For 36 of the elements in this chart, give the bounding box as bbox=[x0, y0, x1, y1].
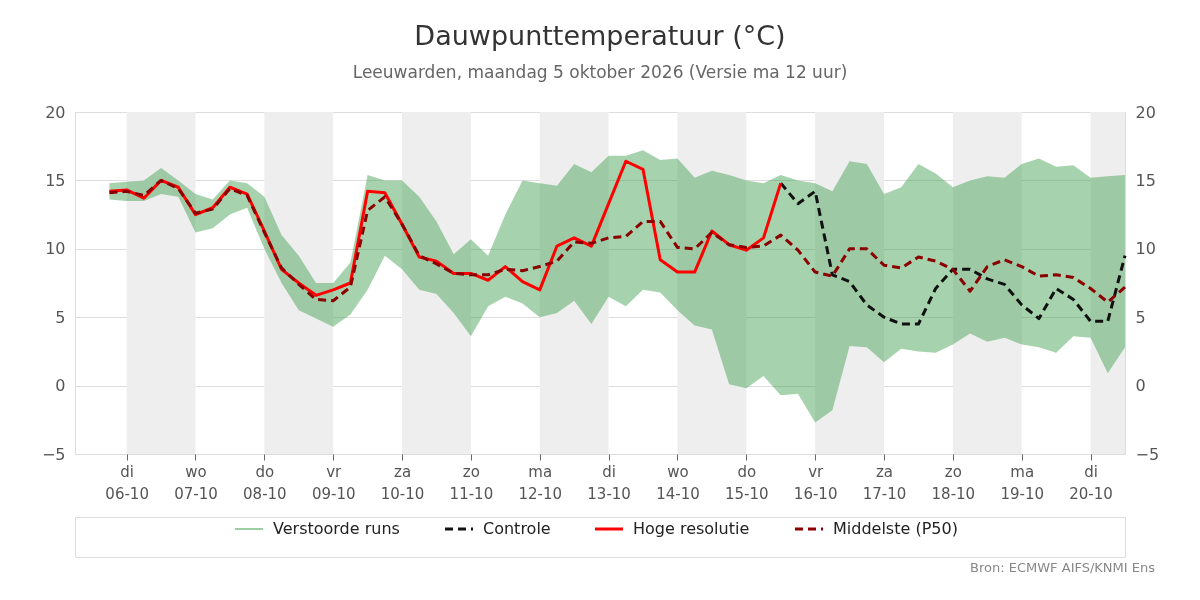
x-tick-label: ma 12-10 bbox=[518, 462, 563, 503]
y-tick-label: −5 bbox=[41, 444, 66, 464]
line-series bbox=[779, 181, 1127, 326]
legend-label: Verstoorde runs bbox=[273, 519, 400, 538]
y2-tick-label: 15 bbox=[1135, 170, 1156, 190]
x-tick-label: zo 11-10 bbox=[449, 462, 494, 503]
chart-title: Dauwpunttemperatuur (°C) bbox=[414, 19, 786, 51]
line-series bbox=[107, 178, 1127, 304]
y-tick-label: 20 bbox=[45, 102, 66, 122]
y2-tick-label: 0 bbox=[1135, 376, 1146, 396]
x-tick-label: vr 16-10 bbox=[793, 462, 838, 503]
x-tick-label: zo 18-10 bbox=[931, 462, 976, 503]
y-tick-label: 5 bbox=[55, 307, 66, 327]
x-tick-label: do 15-10 bbox=[725, 462, 769, 503]
y2-tick-label: −5 bbox=[1135, 444, 1160, 464]
y2-tick-label: 10 bbox=[1135, 239, 1156, 259]
x-tick-label: do 08-10 bbox=[243, 462, 287, 503]
y-tick-label: 10 bbox=[45, 239, 66, 259]
x-tick-label: vr 09-10 bbox=[311, 462, 356, 503]
chart-subtitle: Leeuwarden, maandag 5 oktober 2026 (Versie ma 12 uur) bbox=[352, 61, 848, 82]
legend-label: Middelste (P50) bbox=[833, 519, 958, 538]
x-tick-label: za 17-10 bbox=[862, 462, 907, 503]
y2-tick-label: 5 bbox=[1135, 307, 1146, 327]
legend-label: Controle bbox=[483, 519, 551, 538]
y-tick-label: 15 bbox=[45, 170, 66, 190]
x-tick-label: di 13-10 bbox=[587, 462, 631, 503]
text: Bron: ECMWF AIFS/KNMI Ens bbox=[970, 560, 1156, 575]
x-tick-label: di 20-10 bbox=[1069, 462, 1113, 503]
x-tick-label: wo 14-10 bbox=[656, 462, 700, 503]
x-tick-label: za 10-10 bbox=[380, 462, 425, 503]
x-tick-label: wo 07-10 bbox=[174, 462, 218, 503]
x-tick-label: ma 19-10 bbox=[1000, 462, 1045, 503]
x-tick-label: di 06-10 bbox=[105, 462, 149, 503]
y-tick-label: 0 bbox=[55, 376, 66, 396]
legend-label: Hoge resolutie bbox=[633, 519, 750, 538]
y2-tick-label: 20 bbox=[1135, 102, 1156, 122]
